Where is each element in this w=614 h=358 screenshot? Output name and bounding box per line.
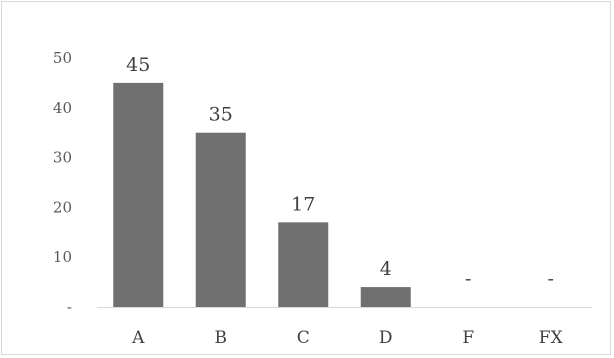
x-tick-label: FX [539, 328, 564, 348]
data-labels: 45 35 17 4 - - [126, 54, 554, 290]
x-tick-label: B [215, 328, 228, 348]
data-label: - [548, 268, 554, 290]
x-tick-label: F [462, 328, 474, 348]
bar [278, 222, 329, 307]
y-tick-label: 30 [53, 149, 72, 167]
x-tick-label: D [379, 328, 393, 348]
data-label: - [465, 268, 471, 290]
y-tick-label: - [67, 298, 72, 316]
bar [195, 132, 246, 307]
y-tick-label: 20 [53, 198, 72, 216]
y-tick-label: 40 [53, 99, 72, 117]
y-tick-label: 10 [53, 248, 72, 266]
bar [113, 82, 164, 308]
x-tick-label: A [131, 328, 145, 348]
x-tick-label: C [297, 328, 310, 348]
y-axis-ticks: - 10 20 30 40 50 [53, 49, 72, 316]
bar [360, 287, 411, 307]
x-axis-categories: A B C D F FX [131, 328, 563, 348]
data-label: 45 [126, 54, 150, 76]
data-label: 17 [291, 193, 315, 215]
y-tick-label: 50 [53, 49, 72, 67]
bars [113, 82, 411, 308]
data-label: 4 [380, 258, 392, 280]
data-label: 35 [209, 104, 233, 126]
